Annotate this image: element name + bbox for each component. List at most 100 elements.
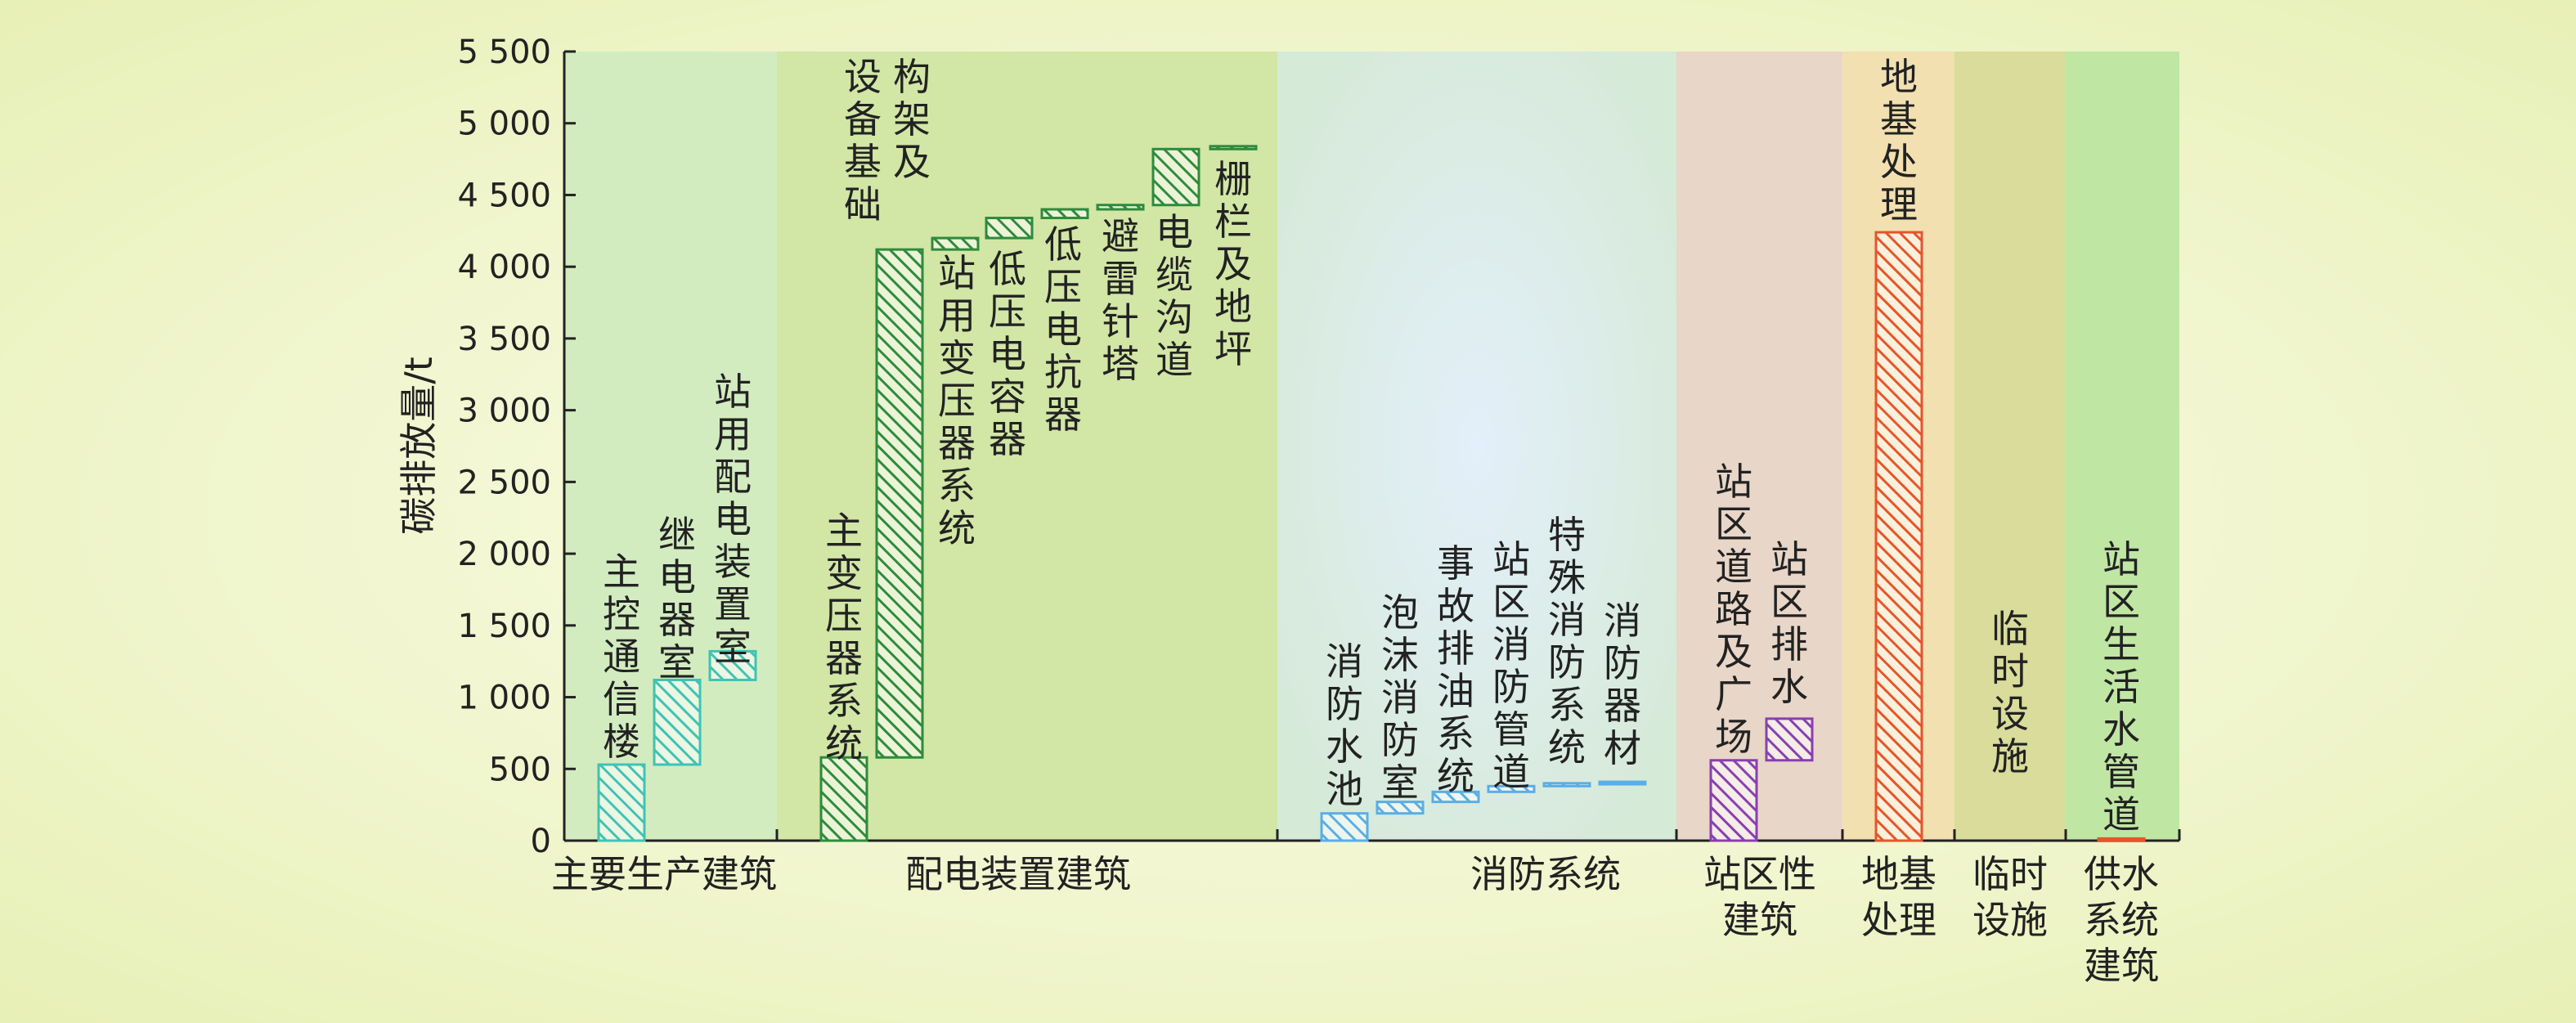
item-label-char: 控: [603, 592, 640, 636]
item-label-char: 场: [1715, 715, 1752, 759]
item-label-char: 备: [844, 97, 882, 141]
item-label-char: 站: [1715, 460, 1752, 504]
item-label-char: 水: [1326, 725, 1363, 769]
item-label-char: 电: [1044, 307, 1082, 352]
item-label-char: 泡: [1381, 590, 1419, 635]
item-label-char: 用: [938, 294, 976, 338]
group-label-6: 供水: [2084, 852, 2159, 896]
item-label-char: 统: [1548, 725, 1586, 769]
bar-4-0: [1874, 231, 1923, 842]
item-label-char: 抗: [1044, 350, 1082, 394]
group-label-3: 建筑: [1722, 898, 1797, 942]
bar-1-1: [875, 248, 924, 759]
item-label-char: 电: [658, 555, 696, 599]
y-tick-label: 5 000: [457, 105, 551, 143]
item-label-char: 水: [2103, 707, 2140, 752]
item-label-char: 殊: [1548, 555, 1586, 599]
item-label-char: 设: [1991, 692, 2029, 736]
bar-0-1: [653, 678, 702, 766]
item-label-char: 沟: [1156, 295, 1193, 339]
bar-2-2: [1431, 790, 1480, 804]
item-label-char: 主: [825, 509, 863, 553]
item-label-char: 处: [1880, 140, 1918, 184]
item-label-char: 时: [1991, 649, 2029, 693]
bars: [597, 145, 2146, 842]
item-label-char: 室: [658, 640, 696, 684]
y-axis-title: 碳排放量/t: [397, 357, 441, 535]
item-label-char: 继: [658, 513, 696, 557]
bar-3-1: [1765, 717, 1814, 762]
y-tick-label: 2 000: [457, 536, 551, 573]
group-label-4: 地基: [1861, 852, 1936, 896]
item-label-char: 统: [938, 506, 976, 550]
item-label-char: 道: [1492, 750, 1530, 794]
item-label-char: 故: [1437, 584, 1474, 628]
item-label-char: 变: [825, 551, 863, 595]
y-tick-label: 0: [531, 823, 551, 860]
item-label-char: 避: [1102, 214, 1139, 258]
group-label-0: 主要生产建筑: [551, 852, 777, 896]
group-label-5: 设施: [1972, 898, 2048, 942]
item-label-char: 消: [1381, 675, 1419, 720]
item-label-char: 统: [1437, 754, 1474, 798]
group-background-bands: [564, 52, 2179, 841]
item-label-char: 地: [1214, 285, 1252, 329]
item-label-char: 消: [1548, 598, 1586, 642]
item-label-char: 及: [1715, 630, 1752, 674]
item-label-char: 道: [1715, 545, 1752, 589]
bar-1-6: [1151, 147, 1200, 207]
item-label-char: 室: [1381, 761, 1419, 805]
bar-2-3: [1487, 784, 1536, 793]
item-label-char: 通: [603, 635, 640, 679]
item-label-char: 系: [1548, 683, 1586, 727]
y-tick-label: 5 500: [457, 34, 551, 71]
item-label-char: 针: [1102, 299, 1139, 343]
item-label-char: 构: [893, 55, 931, 99]
item-label-char: 栅: [1214, 157, 1252, 201]
bar-0-0: [597, 763, 646, 842]
bar-1-3: [985, 217, 1034, 240]
item-label-char: 地: [1880, 55, 1918, 99]
y-tick-label: 500: [489, 751, 551, 788]
bar-1-5: [1096, 204, 1145, 211]
bar-0-2: [708, 649, 757, 681]
item-label-char: 站: [2103, 537, 2140, 581]
item-label-char: 广: [1715, 672, 1752, 716]
group-band-3: [1676, 52, 1842, 841]
y-tick-label: 4 500: [457, 177, 551, 214]
item-label-char: 排: [1437, 626, 1474, 671]
y-tick-label: 1 000: [457, 680, 551, 717]
group-band-5: [1954, 52, 2066, 841]
item-label-char: 楼: [603, 720, 640, 764]
item-label-char: 础: [844, 182, 882, 227]
item-label-char: 特: [1548, 513, 1586, 557]
group-label-1: 配电装置建筑: [905, 852, 1131, 896]
item-label-char: 器: [825, 636, 863, 680]
item-label-char: 防: [1326, 682, 1363, 726]
item-label-char: 器: [658, 598, 696, 642]
bar-1-0: [819, 756, 868, 842]
item-label-char: 道: [2103, 792, 2140, 837]
item-label-char: 区: [1715, 502, 1752, 546]
item-label-char: 系: [938, 464, 976, 508]
item-label-char: 塔: [1102, 342, 1139, 386]
item-label-char: 管: [1492, 707, 1530, 752]
item-label-char: 低: [989, 247, 1026, 291]
item-label-char: 信: [603, 677, 640, 721]
item-label-char: 变: [938, 336, 976, 380]
bar-2-0: [1320, 812, 1369, 842]
item-label-char: 装: [714, 540, 752, 584]
item-label-char: 置: [714, 582, 752, 626]
item-label-char: 电: [714, 497, 752, 541]
bar-2-1: [1376, 801, 1425, 815]
item-label-char: 设: [844, 55, 882, 99]
y-tick-label: 1 500: [457, 608, 551, 645]
item-label-char: 架: [893, 97, 931, 141]
item-label-char: 沫: [1381, 633, 1419, 677]
item-label-char: 缆: [1156, 253, 1193, 297]
item-label-char: 器: [1604, 684, 1641, 728]
item-label-char: 栏: [1214, 200, 1252, 244]
item-label-char: 消: [1492, 622, 1530, 666]
item-label-char: 消: [1326, 639, 1363, 684]
